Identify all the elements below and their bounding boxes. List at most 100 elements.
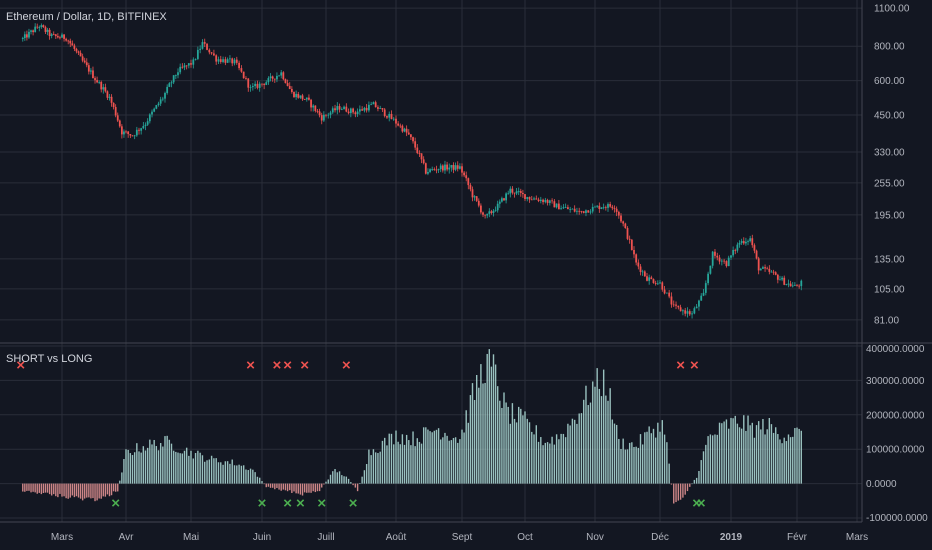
candle-body <box>798 285 801 287</box>
histogram-bar <box>119 480 121 484</box>
candle-body <box>659 282 661 284</box>
histogram-bar <box>641 444 644 484</box>
histogram-bar <box>657 422 659 484</box>
histogram-bar <box>440 439 442 484</box>
histogram-bar <box>711 435 714 484</box>
price-axis[interactable]: 1100.00 800.00 600.00 450.00 330.00 255.00 195… <box>874 4 910 327</box>
candle-body <box>242 71 245 79</box>
candle-body <box>740 241 743 243</box>
candle-body <box>325 114 327 116</box>
histogram-bar <box>354 483 357 488</box>
histogram-bar <box>631 442 633 484</box>
oscillator-axis[interactable]: 400000.0000 300000.0000 200000.0000 100000.… <box>866 344 928 524</box>
candle-body <box>148 114 151 122</box>
candle-body <box>652 279 655 283</box>
histogram-bar <box>494 364 497 484</box>
candle-body <box>762 267 764 269</box>
price-candles <box>21 23 803 319</box>
candle-body <box>224 59 227 63</box>
candle-body <box>526 196 529 200</box>
candle-body <box>548 200 551 203</box>
histogram-bar <box>507 406 509 484</box>
candle-body <box>338 106 341 110</box>
oscillator-tick-label: 0.0000 <box>866 479 897 490</box>
histogram-bar <box>395 430 397 484</box>
histogram-bar <box>620 449 622 484</box>
time-tick-label: 2019 <box>720 532 743 543</box>
histogram-bar <box>528 422 531 484</box>
candle-body <box>450 164 453 168</box>
candle-body <box>138 129 140 131</box>
histogram-bar <box>497 386 499 484</box>
histogram-bar <box>252 469 254 484</box>
candle-body <box>429 169 431 172</box>
candle-body <box>379 108 382 109</box>
candle-body <box>226 59 229 63</box>
marker-stroke <box>273 361 281 369</box>
histogram-bar <box>102 483 104 497</box>
candle-body <box>576 210 578 212</box>
histogram-bar <box>379 451 381 484</box>
histogram-bar <box>144 450 147 484</box>
candle-body <box>484 214 486 216</box>
histogram-bar <box>766 429 768 484</box>
histogram-bar <box>659 431 661 484</box>
histogram-bar <box>90 483 92 499</box>
histogram-bar <box>779 439 781 484</box>
candle-body <box>698 300 700 307</box>
histogram-bar <box>325 481 327 484</box>
histogram-bar <box>622 438 624 484</box>
histogram-bar <box>125 449 127 484</box>
candle-body <box>604 207 607 209</box>
long-signal-marker <box>111 499 120 507</box>
short-signal-marker <box>300 361 309 369</box>
price-chart-title: Ethereum / Dollar, 1D, BITFINEX <box>6 11 167 23</box>
histogram-bar <box>783 437 785 484</box>
time-tick-label: Juill <box>317 532 334 543</box>
candle-body <box>46 29 49 32</box>
histogram-bar <box>110 483 113 496</box>
candle-body <box>282 72 285 80</box>
candle-body <box>747 241 749 242</box>
candle-body <box>73 45 76 49</box>
histogram-bar <box>365 464 368 484</box>
histogram-bar <box>480 364 482 484</box>
candle-body <box>437 169 440 171</box>
histogram-bar <box>278 483 280 490</box>
histogram-bar <box>789 437 792 484</box>
histogram-bar <box>96 483 98 501</box>
histogram-bar <box>133 452 136 484</box>
candle-body <box>256 83 259 88</box>
histogram-bar <box>372 449 375 484</box>
histogram-bar <box>551 436 553 484</box>
candle-body <box>120 126 123 135</box>
candle-body <box>578 210 581 212</box>
candle-body <box>386 116 388 118</box>
candle-body <box>238 62 240 69</box>
candle-body <box>133 135 136 137</box>
time-axis[interactable]: Mars Avr Mai Juin Juill Août Sept Oct Nov Déc 2019… <box>51 532 868 543</box>
histogram-bar <box>127 449 129 484</box>
histogram-bar <box>108 483 111 497</box>
histogram-bar <box>650 433 653 484</box>
histogram-bar <box>233 465 236 484</box>
histogram-bar <box>418 441 421 484</box>
histogram-bar <box>168 439 171 484</box>
candle-body <box>377 107 379 109</box>
candle-body <box>637 262 640 267</box>
histogram-bar <box>410 445 412 484</box>
candle-body <box>32 30 34 33</box>
histogram-bar <box>476 374 478 484</box>
candle-body <box>622 221 625 224</box>
candle-body <box>503 198 505 201</box>
price-tick-label: 600.00 <box>874 76 905 87</box>
oscillator-tick-label: 100000.0000 <box>866 445 925 456</box>
candle-body <box>30 30 32 32</box>
candle-body <box>452 164 455 170</box>
histogram-bar <box>231 459 233 484</box>
histogram-bar <box>249 468 252 484</box>
candle-body <box>395 118 397 124</box>
histogram-bar <box>359 482 361 484</box>
candle-body <box>522 192 524 195</box>
candle-body <box>21 38 24 39</box>
